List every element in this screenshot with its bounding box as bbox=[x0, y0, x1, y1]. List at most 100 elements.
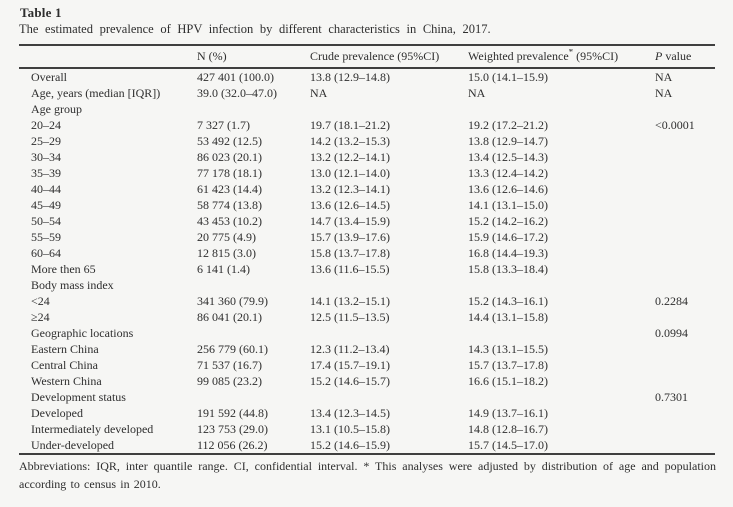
row-label: <24 bbox=[31, 294, 50, 308]
cell-crude-prevalence bbox=[310, 389, 468, 405]
header-weighted-asterisk: * bbox=[568, 49, 574, 57]
table-row: Eastern China 256 779 (60.1) 12.3 (11.2–… bbox=[19, 341, 715, 357]
table-row: 25–29 53 492 (12.5) 14.2 (13.2–15.3) 13.… bbox=[19, 133, 715, 149]
cell-n-percent: 71 537 (16.7) bbox=[197, 358, 262, 372]
cell-p-value bbox=[655, 245, 715, 261]
cell-n-percent: 191 592 (44.8) bbox=[197, 406, 268, 420]
cell-n-percent: 427 401 (100.0) bbox=[197, 70, 274, 84]
cell-n-percent: 12 815 (3.0) bbox=[197, 246, 256, 260]
row-label: Overall bbox=[31, 70, 67, 84]
row-label: Eastern China bbox=[31, 342, 99, 356]
cell-n-percent: 6 141 (1.4) bbox=[197, 262, 250, 276]
cell-p-value bbox=[655, 437, 715, 453]
cell-p-value: NA bbox=[655, 86, 673, 100]
cell-weighted-prevalence: 15.7 (13.7–17.8) bbox=[468, 358, 548, 372]
row-label: Western China bbox=[31, 374, 102, 388]
table-header-row: N (%) Crude prevalence (95%CI) Weighted … bbox=[19, 46, 715, 67]
cell-p-value bbox=[655, 101, 715, 117]
cell-weighted-prevalence bbox=[468, 389, 655, 405]
row-label: 35–39 bbox=[31, 166, 61, 180]
row-label: Intermediately developed bbox=[31, 422, 154, 436]
cell-weighted-prevalence: 15.7 (14.5–17.0) bbox=[468, 438, 548, 452]
cell-n-percent bbox=[197, 101, 310, 117]
cell-weighted-prevalence: 15.2 (14.3–16.1) bbox=[468, 294, 548, 308]
table-row: Body mass index bbox=[19, 277, 715, 293]
row-label: Under-developed bbox=[31, 438, 115, 452]
row-label: 55–59 bbox=[31, 230, 61, 244]
cell-crude-prevalence: 12.5 (11.5–13.5) bbox=[310, 310, 390, 324]
table-row: 60–64 12 815 (3.0) 15.8 (13.7–17.8) 16.8… bbox=[19, 245, 715, 261]
cell-p-value bbox=[655, 405, 715, 421]
cell-crude-prevalence: 13.4 (12.3–14.5) bbox=[310, 406, 390, 420]
header-crude-prevalence: Crude prevalence (95%CI) bbox=[310, 49, 440, 63]
table-row: Age, years (median [IQR]) 39.0 (32.0–47.… bbox=[19, 85, 715, 101]
cell-weighted-prevalence: 14.4 (13.1–15.8) bbox=[468, 310, 548, 324]
cell-weighted-prevalence: 14.9 (13.7–16.1) bbox=[468, 406, 548, 420]
table-rule-top bbox=[19, 44, 715, 46]
table-row: Development status 0.7301 bbox=[19, 389, 715, 405]
header-n-percent: N (%) bbox=[197, 49, 227, 63]
cell-n-percent: 61 423 (14.4) bbox=[197, 182, 262, 196]
cell-p-value bbox=[655, 357, 715, 373]
cell-p-value bbox=[655, 309, 715, 325]
cell-n-percent: 99 085 (23.2) bbox=[197, 374, 262, 388]
cell-crude-prevalence: 15.7 (13.9–17.6) bbox=[310, 230, 390, 244]
row-label: 30–34 bbox=[31, 150, 61, 164]
cell-p-value bbox=[655, 229, 715, 245]
row-label: Geographic locations bbox=[31, 326, 134, 340]
cell-p-value bbox=[655, 261, 715, 277]
cell-weighted-prevalence: 15.9 (14.6–17.2) bbox=[468, 230, 548, 244]
row-label: Body mass index bbox=[31, 278, 114, 292]
table-caption: The estimated prevalence of HPV infectio… bbox=[19, 22, 491, 36]
row-label: 50–54 bbox=[31, 214, 61, 228]
row-label: ≥24 bbox=[31, 310, 50, 324]
table-body: Overall 427 401 (100.0) 13.8 (12.9–14.8)… bbox=[19, 69, 715, 453]
cell-crude-prevalence: 14.1 (13.2–15.1) bbox=[310, 294, 390, 308]
header-p-rest: value bbox=[662, 49, 692, 63]
cell-crude-prevalence: 13.0 (12.1–14.0) bbox=[310, 166, 390, 180]
table-rule-bottom bbox=[19, 453, 715, 455]
cell-n-percent: 43 453 (10.2) bbox=[197, 214, 262, 228]
cell-weighted-prevalence: NA bbox=[468, 86, 486, 100]
cell-n-percent bbox=[197, 277, 310, 293]
cell-n-percent: 77 178 (18.1) bbox=[197, 166, 262, 180]
cell-weighted-prevalence: 15.8 (13.3–18.4) bbox=[468, 262, 548, 276]
row-label: Central China bbox=[31, 358, 98, 372]
table-row: Overall 427 401 (100.0) 13.8 (12.9–14.8)… bbox=[19, 69, 715, 85]
cell-n-percent: 58 774 (13.8) bbox=[197, 198, 262, 212]
cell-p-value: 0.7301 bbox=[655, 390, 688, 404]
row-label: Developed bbox=[31, 406, 83, 420]
table-row: ≥24 86 041 (20.1) 12.5 (11.5–13.5) 14.4 … bbox=[19, 309, 715, 325]
cell-p-value bbox=[655, 373, 715, 389]
cell-weighted-prevalence: 15.2 (14.2–16.2) bbox=[468, 214, 548, 228]
table-row: Age group bbox=[19, 101, 715, 117]
prevalence-table: N (%) Crude prevalence (95%CI) Weighted … bbox=[19, 44, 715, 455]
cell-n-percent: 53 492 (12.5) bbox=[197, 134, 262, 148]
cell-p-value bbox=[655, 341, 715, 357]
table-row: 30–34 86 023 (20.1) 13.2 (12.2–14.1) 13.… bbox=[19, 149, 715, 165]
cell-weighted-prevalence bbox=[468, 101, 655, 117]
row-label: Age group bbox=[31, 102, 82, 116]
row-label: 40–44 bbox=[31, 182, 61, 196]
cell-weighted-prevalence: 14.3 (13.1–15.5) bbox=[468, 342, 548, 356]
cell-n-percent: 86 023 (20.1) bbox=[197, 150, 262, 164]
row-label: 25–29 bbox=[31, 134, 61, 148]
cell-p-value bbox=[655, 213, 715, 229]
cell-crude-prevalence: 13.6 (11.6–15.5) bbox=[310, 262, 390, 276]
cell-p-value bbox=[655, 149, 715, 165]
table-row: <24 341 360 (79.9) 14.1 (13.2–15.1) 15.2… bbox=[19, 293, 715, 309]
cell-n-percent: 123 753 (29.0) bbox=[197, 422, 268, 436]
cell-weighted-prevalence: 15.0 (14.1–15.9) bbox=[468, 70, 548, 84]
cell-n-percent bbox=[197, 325, 310, 341]
cell-crude-prevalence bbox=[310, 277, 468, 293]
row-label: More then 65 bbox=[31, 262, 96, 276]
table-footnote: Abbreviations: IQR, inter quantile range… bbox=[19, 459, 716, 491]
cell-crude-prevalence bbox=[310, 325, 468, 341]
table-row: Intermediately developed 123 753 (29.0) … bbox=[19, 421, 715, 437]
table-label: Table 1 bbox=[20, 5, 62, 20]
cell-crude-prevalence: 15.2 (14.6–15.9) bbox=[310, 438, 390, 452]
cell-n-percent: 39.0 (32.0–47.0) bbox=[197, 86, 277, 100]
cell-p-value bbox=[655, 197, 715, 213]
cell-p-value bbox=[655, 165, 715, 181]
